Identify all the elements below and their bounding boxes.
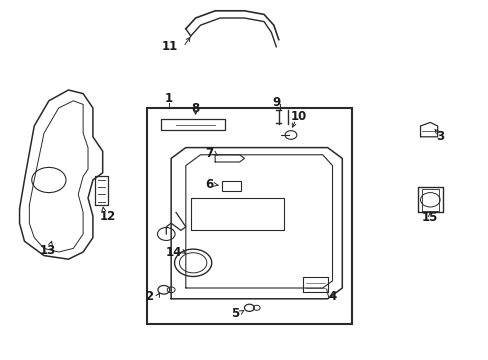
Text: 4: 4 [328, 291, 336, 303]
Text: 2: 2 [145, 291, 153, 303]
Text: 6: 6 [205, 178, 213, 191]
Text: 9: 9 [272, 96, 280, 109]
Text: 13: 13 [40, 244, 56, 257]
Text: 3: 3 [435, 130, 443, 143]
Text: 12: 12 [99, 210, 116, 222]
Text: 11: 11 [162, 40, 178, 53]
Text: 15: 15 [421, 211, 438, 224]
Text: 10: 10 [290, 111, 307, 123]
Text: 14: 14 [165, 246, 182, 258]
Text: 5: 5 [231, 307, 239, 320]
Bar [221, 181, 241, 191]
Bar [146, 108, 351, 324]
Text: 1: 1 [164, 93, 172, 105]
Text: 7: 7 [205, 147, 213, 160]
Text: 8: 8 [191, 102, 199, 114]
